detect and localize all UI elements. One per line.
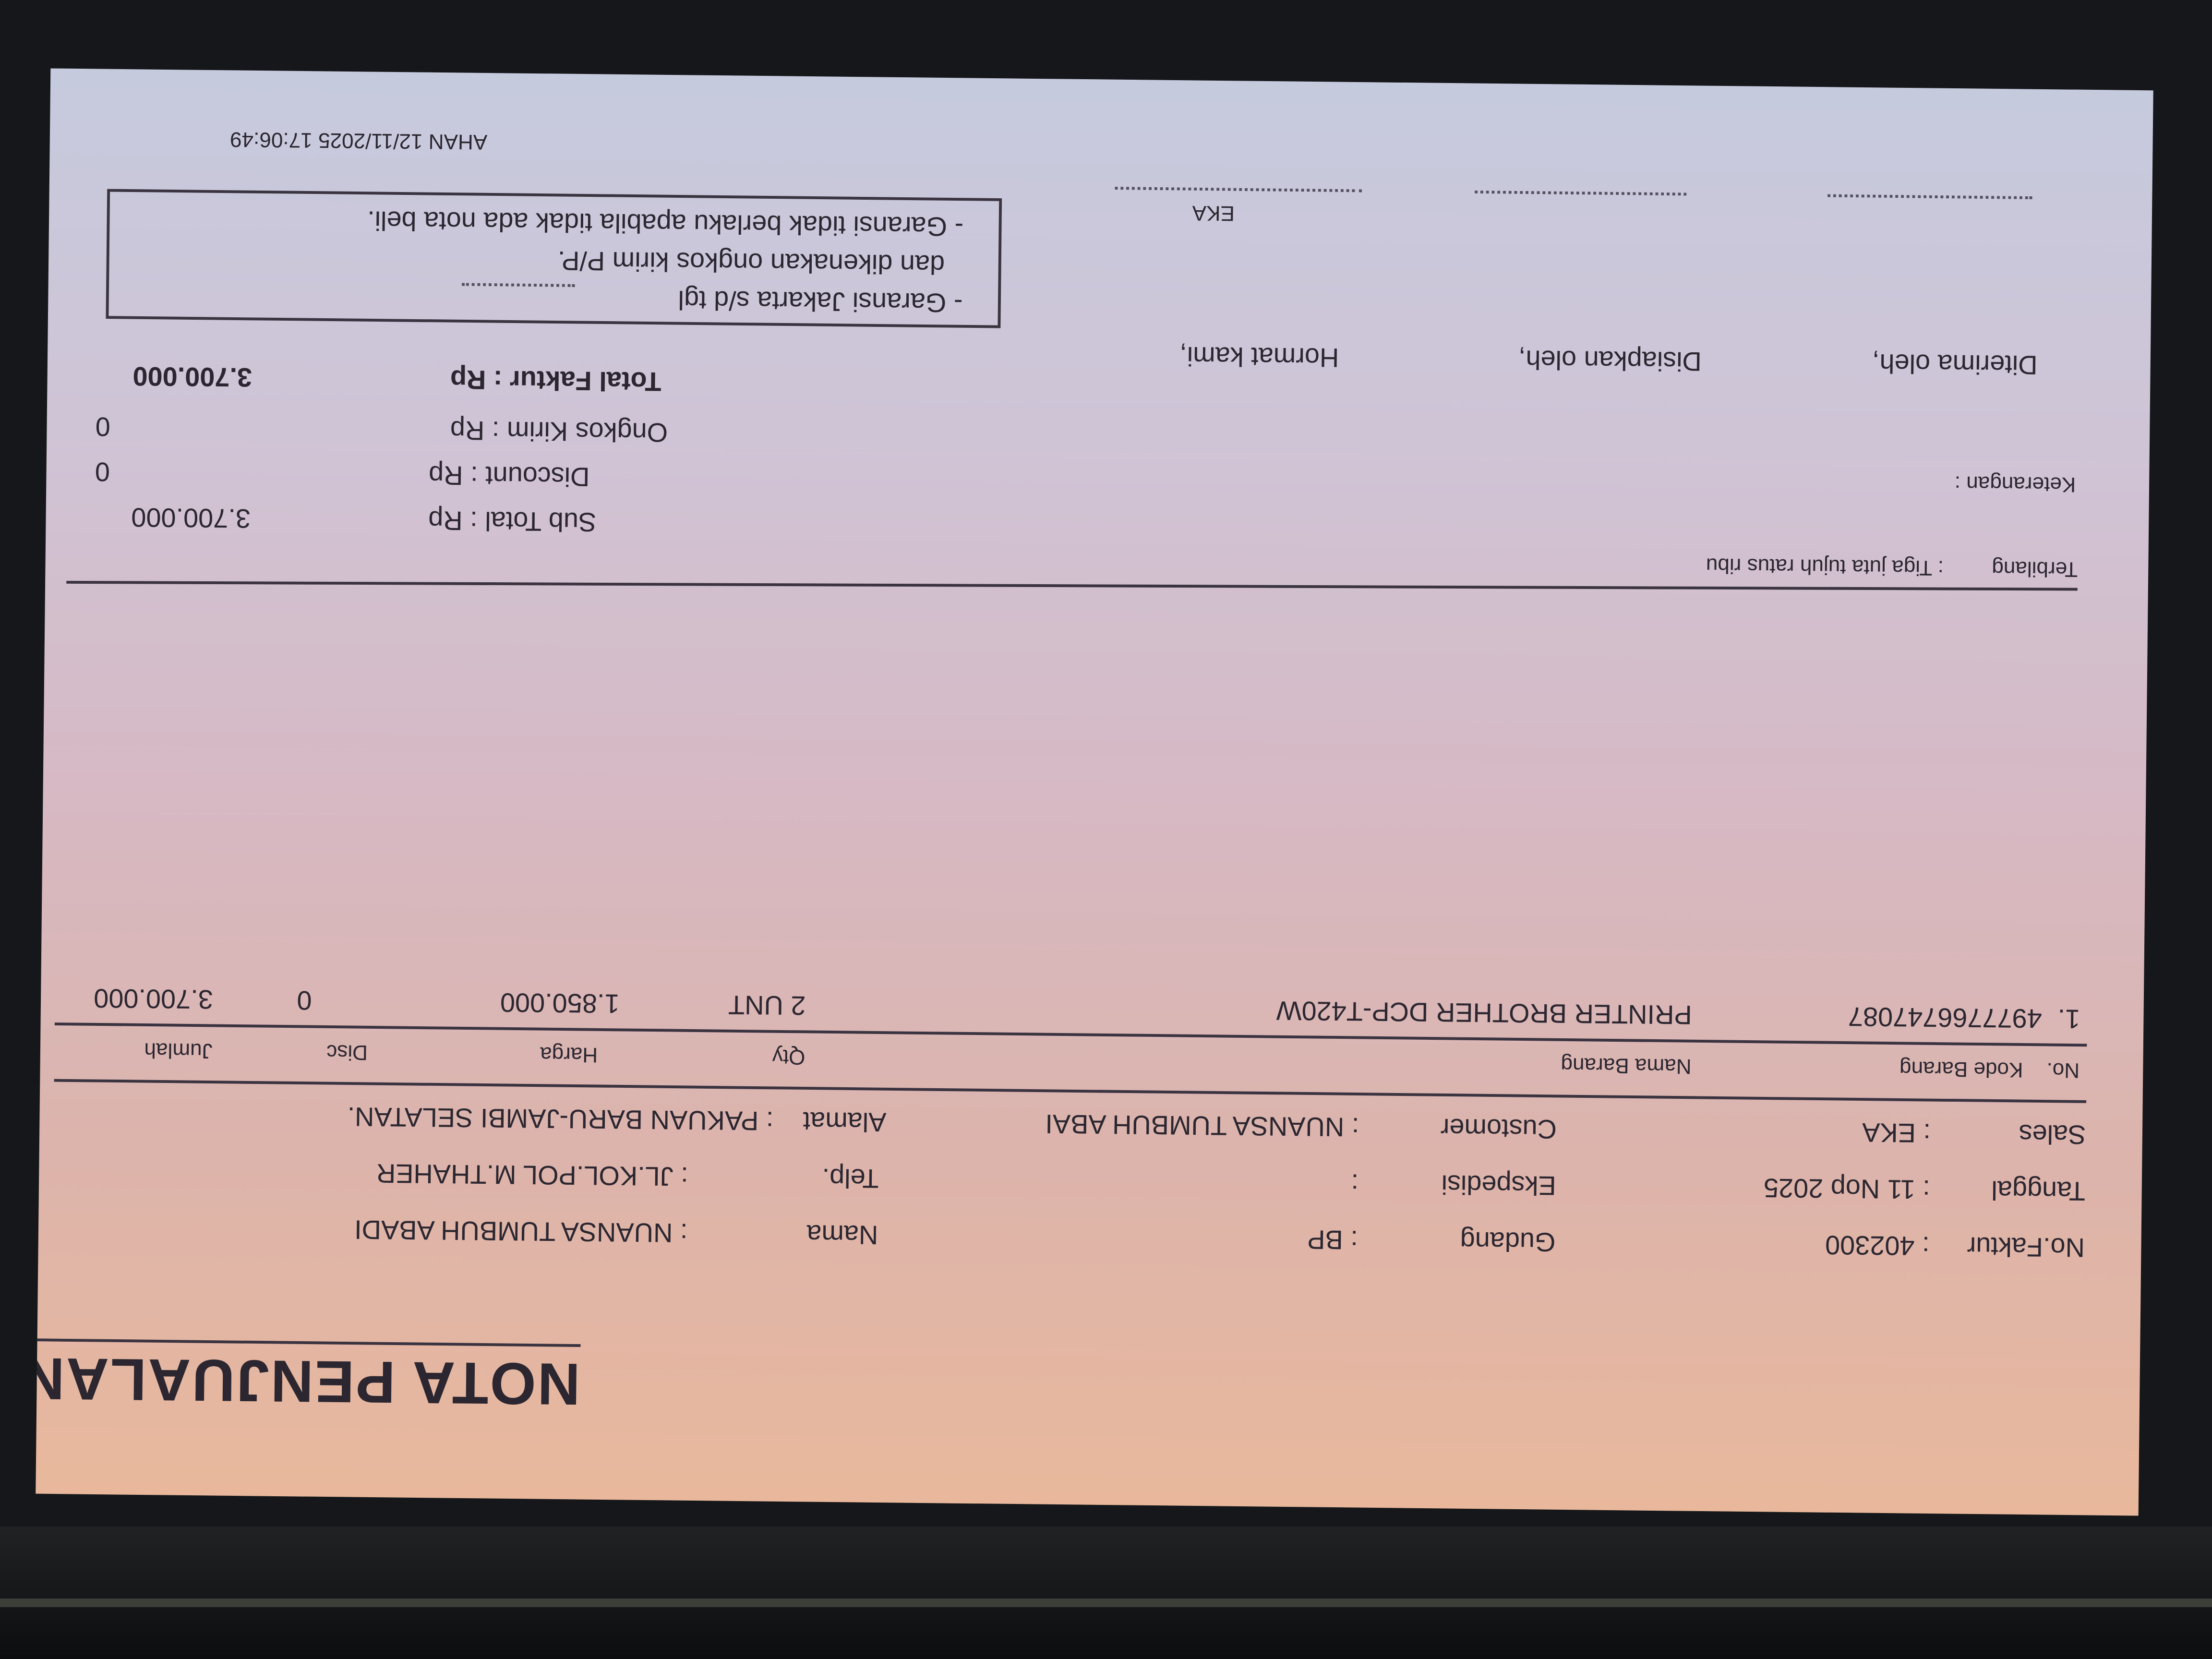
col-kode-barang: Kode Barang: [1899, 1056, 2023, 1082]
disiapkan-oleh: Disiapkan oleh,: [1518, 343, 1702, 375]
row-kode: 4977766747087: [1848, 1000, 2043, 1032]
ekspedisi-value: :: [1351, 1167, 1359, 1197]
hormat-kami: Hormat kami,: [1179, 340, 1339, 372]
terbilang-value: : Tiga juta tujuh ratus ribu: [1706, 553, 1944, 579]
nama-value: : NUANSA TUMBUH ABADI: [354, 1213, 688, 1247]
table-row: 1. 4977766747087 PRINTER BROTHER DCP-T42…: [36, 982, 2138, 1516]
customer-label: Customer: [1440, 1112, 1557, 1143]
ekspedisi-label: Ekspedisi: [1441, 1168, 1557, 1200]
col-no: No.: [2046, 1057, 2080, 1082]
sales-value: : EKA: [1862, 1116, 1931, 1147]
no-faktur-label: No.Faktur: [1967, 1230, 2085, 1262]
keterangan-label: Keterangan :: [1954, 470, 2076, 496]
tanggal-label: Tanggal: [1991, 1174, 2086, 1205]
discount-value: 0: [95, 456, 110, 486]
sales-label: Sales: [2019, 1118, 2086, 1148]
sub-total-label: Sub Total : Rp: [428, 504, 597, 536]
total-faktur-label: Total Faktur : Rp: [450, 363, 661, 396]
col-jumlah: Jumlah: [144, 1037, 213, 1062]
signature-line-disiapkan: [1475, 190, 1687, 196]
customer-value: : NUANSA TUMBUH ABAI: [1045, 1107, 1359, 1141]
terbilang-label: Terbilang: [1992, 555, 2078, 581]
note-line-1: - Garansi Jakarta s/d tgl: [678, 284, 963, 317]
col-harga: Harga: [540, 1042, 598, 1067]
page-title: NOTA PENJUALAN: [36, 1345, 581, 1418]
gudang-value: : BP: [1307, 1223, 1358, 1254]
signature-line-diterima: [1827, 194, 2032, 200]
row-no: 1.: [2057, 1002, 2080, 1033]
no-faktur-value: : 402300: [1825, 1228, 1930, 1260]
hormat-name: EKA: [1192, 200, 1235, 225]
row-nama: PRINTER BROTHER DCP-T420W: [1276, 994, 1693, 1029]
note-line-3: - Garansi tidak berlaku apabila tidak ad…: [367, 204, 964, 240]
diterima-oleh: Diterima oleh,: [1872, 347, 2038, 379]
gudang-label: Gudang: [1460, 1225, 1556, 1256]
col-qty: Qty: [772, 1044, 805, 1069]
alamat-label: Alamat: [803, 1105, 887, 1136]
telp-label: Telp.: [822, 1162, 879, 1192]
nama-label: Nama: [806, 1218, 878, 1249]
note-date-blank: [462, 283, 575, 287]
tanggal-value: : 11 Nop 2025: [1763, 1171, 1931, 1203]
row-qty: 2 UNT: [728, 988, 806, 1019]
table-bottom-line: [66, 580, 2078, 591]
telp-value: : JL.KOL.POL M.THAHER: [376, 1157, 689, 1190]
print-footer: AHAN 12/11/2025 17:06:49: [229, 126, 488, 154]
total-faktur-value: 3.700.000: [132, 360, 252, 391]
monitor-bezel: [0, 1527, 2212, 1659]
monitor-edge: [0, 1599, 2212, 1607]
sub-total-value: 3.700.000: [131, 501, 251, 532]
row-disc: 0: [297, 984, 312, 1014]
row-jumlah: 3.700.000: [93, 982, 214, 1013]
discount-label: Discount : Rp: [428, 459, 590, 491]
col-disc: Disc: [326, 1039, 368, 1064]
col-nama-barang: Nama Barang: [1561, 1052, 1692, 1078]
row-harga: 1.850.000: [500, 986, 620, 1017]
ongkos-kirim-label: Ongkos Kirim : Rp: [450, 414, 668, 446]
warranty-notes-box: - Garansi Jakarta s/d tgl dan dikenakan …: [106, 189, 1002, 328]
ongkos-kirim-value: 0: [95, 410, 111, 441]
invoice-document: NOTA PENJUALAN No.Faktur : 402300 Gudang…: [36, 68, 2153, 1516]
alamat-value: : PAKUAN BARU-JAMBI SELATAN.: [347, 1100, 774, 1135]
signature-line-hormat: [1115, 187, 1362, 192]
note-line-2: dan dikenakan ongkos kirim P/P.: [557, 244, 945, 278]
